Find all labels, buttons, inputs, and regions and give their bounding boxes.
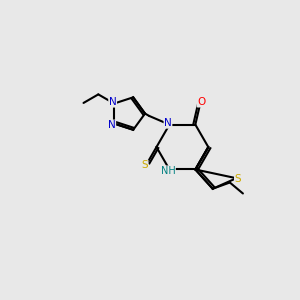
Text: NH: NH xyxy=(160,166,175,176)
Text: S: S xyxy=(235,174,241,184)
Text: N: N xyxy=(108,120,116,130)
Text: N: N xyxy=(109,97,116,107)
Text: S: S xyxy=(141,160,148,170)
Text: O: O xyxy=(197,97,206,107)
Text: N: N xyxy=(164,118,172,128)
